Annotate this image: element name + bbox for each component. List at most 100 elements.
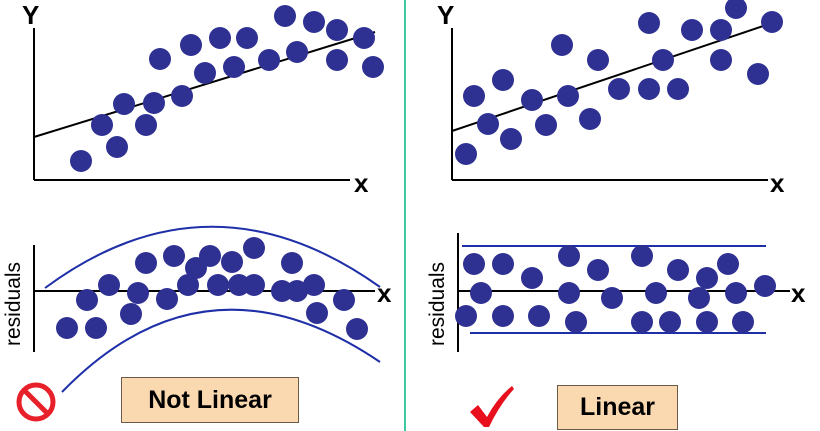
data-point	[557, 85, 579, 107]
data-point	[180, 34, 202, 56]
right-residual-points	[455, 245, 776, 333]
data-point	[535, 114, 557, 136]
left-residual-plot: residuals x	[2, 225, 392, 393]
data-point	[492, 253, 514, 275]
data-point	[579, 108, 601, 130]
left-regression-line	[33, 31, 376, 138]
data-point	[631, 311, 653, 333]
data-point	[223, 56, 245, 78]
data-point	[286, 280, 308, 302]
data-point	[135, 252, 157, 274]
data-point	[353, 27, 375, 49]
data-point	[91, 114, 113, 136]
data-point	[463, 253, 485, 275]
data-point	[587, 49, 609, 71]
data-point	[171, 85, 193, 107]
data-point	[346, 318, 368, 340]
data-point	[326, 49, 348, 71]
left-residual-x-label: x	[377, 278, 392, 308]
right-scatter-points	[455, 0, 783, 165]
left-residual-upper-curve	[44, 225, 381, 289]
data-point	[652, 49, 674, 71]
left-residual-y-label: residuals	[2, 262, 25, 346]
left-scatter-y-label: Y	[22, 0, 39, 30]
data-point	[631, 245, 653, 267]
data-point	[470, 282, 492, 304]
data-point	[98, 274, 120, 296]
data-point	[558, 245, 580, 267]
data-point	[521, 267, 543, 289]
data-point	[326, 19, 348, 41]
data-point	[243, 237, 265, 259]
data-point	[761, 11, 783, 33]
data-point	[135, 114, 157, 136]
data-point	[76, 289, 98, 311]
data-point	[258, 49, 280, 71]
data-point	[127, 282, 149, 304]
right-residual-y-label: residuals	[426, 262, 449, 346]
data-point	[601, 287, 623, 309]
data-point	[274, 5, 296, 27]
data-point	[333, 289, 355, 311]
data-point	[521, 89, 543, 111]
data-point	[194, 62, 216, 84]
data-point	[455, 143, 477, 165]
data-point	[177, 274, 199, 296]
data-point	[113, 93, 135, 115]
data-point	[85, 317, 107, 339]
data-point	[362, 56, 384, 78]
data-point	[688, 287, 710, 309]
data-point	[747, 63, 769, 85]
data-point	[681, 19, 703, 41]
data-point	[710, 49, 732, 71]
data-point	[528, 305, 550, 327]
data-point	[667, 259, 689, 281]
data-point	[163, 245, 185, 267]
data-point	[455, 305, 477, 327]
data-point	[236, 27, 258, 49]
data-point	[638, 12, 660, 34]
data-point	[70, 150, 92, 172]
data-point	[477, 113, 499, 135]
right-scatter-plot: Y x	[437, 0, 785, 198]
data-point	[587, 259, 609, 281]
data-point	[306, 302, 328, 324]
data-point	[732, 311, 754, 333]
data-point	[463, 85, 485, 107]
left-scatter-x-label: x	[354, 168, 369, 198]
data-point	[199, 245, 221, 267]
data-point	[106, 136, 128, 158]
data-point	[710, 19, 732, 41]
left-residual-points	[56, 237, 368, 340]
data-point	[638, 78, 660, 100]
data-point	[286, 41, 308, 63]
data-point	[551, 34, 573, 56]
left-scatter-points	[70, 5, 384, 172]
data-point	[156, 288, 178, 310]
data-point	[149, 48, 171, 70]
data-point	[56, 317, 78, 339]
data-point	[667, 78, 689, 100]
data-point	[725, 282, 747, 304]
data-point	[500, 128, 522, 150]
data-point	[303, 11, 325, 33]
data-point	[243, 274, 265, 296]
data-point	[120, 303, 142, 325]
data-point	[281, 252, 303, 274]
data-point	[645, 282, 667, 304]
data-point	[221, 251, 243, 273]
not-linear-badge: Not Linear	[121, 377, 299, 423]
data-point	[207, 274, 229, 296]
data-point	[696, 311, 718, 333]
data-point	[492, 69, 514, 91]
right-scatter-x-label: x	[770, 168, 785, 198]
right-residual-x-label: x	[791, 278, 806, 308]
right-scatter-y-label: Y	[437, 0, 454, 30]
data-point	[659, 311, 681, 333]
data-point	[725, 0, 747, 19]
data-point	[303, 274, 325, 296]
data-point	[565, 311, 587, 333]
data-point	[608, 78, 630, 100]
data-point	[754, 275, 776, 297]
